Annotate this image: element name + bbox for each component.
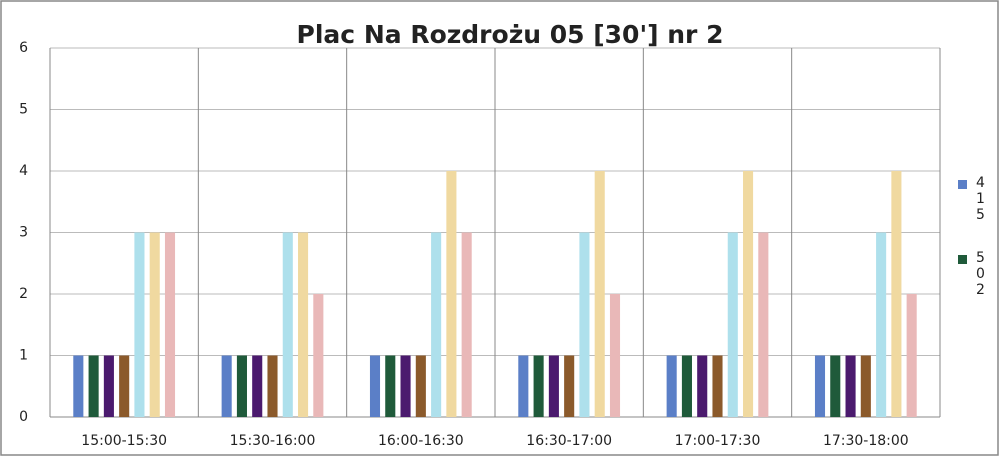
bar bbox=[666, 355, 677, 417]
x-tick-label: 15:00-15:30 bbox=[81, 433, 167, 449]
chart-title: Plac Na Rozdrożu 05 [30'] nr 2 bbox=[297, 20, 724, 49]
bar bbox=[88, 355, 99, 417]
y-tick-label: 4 bbox=[19, 163, 28, 179]
bar bbox=[149, 232, 160, 417]
x-tick-label: 15:30-16:00 bbox=[230, 433, 316, 449]
bar bbox=[727, 232, 738, 417]
bar bbox=[697, 355, 708, 417]
legend-swatch bbox=[958, 180, 967, 189]
x-tick-label: 16:30-17:00 bbox=[526, 433, 612, 449]
bar bbox=[594, 171, 605, 417]
bar bbox=[533, 355, 544, 417]
bar bbox=[518, 355, 529, 417]
bar bbox=[579, 232, 590, 417]
bar bbox=[845, 355, 856, 417]
bar bbox=[891, 171, 902, 417]
bar bbox=[236, 355, 247, 417]
y-tick-label: 6 bbox=[19, 40, 28, 56]
bar bbox=[814, 355, 826, 417]
bar bbox=[298, 232, 309, 417]
bar bbox=[103, 355, 114, 417]
bar bbox=[221, 355, 232, 417]
x-tick-label: 16:00-16:30 bbox=[378, 433, 464, 449]
y-tick-label: 2 bbox=[19, 286, 28, 302]
bar bbox=[876, 232, 887, 417]
bar bbox=[385, 355, 396, 417]
x-tick-label: 17:30-18:00 bbox=[823, 433, 909, 449]
y-tick-label: 0 bbox=[19, 409, 28, 425]
legend-label: 415 bbox=[976, 175, 985, 223]
bar bbox=[609, 294, 621, 417]
y-tick-label: 1 bbox=[19, 348, 28, 364]
bar bbox=[743, 171, 754, 417]
bar bbox=[282, 232, 293, 417]
y-tick-label: 5 bbox=[19, 102, 28, 118]
bar bbox=[164, 232, 176, 417]
bar bbox=[415, 355, 426, 417]
bar bbox=[758, 232, 769, 417]
bar bbox=[400, 355, 411, 417]
bar bbox=[446, 171, 457, 417]
bar bbox=[548, 355, 559, 417]
bar bbox=[313, 294, 324, 417]
bar bbox=[564, 355, 575, 417]
y-tick-label: 3 bbox=[19, 225, 28, 241]
legend-label: 502 bbox=[976, 250, 985, 298]
bar bbox=[73, 355, 84, 417]
bar bbox=[906, 294, 917, 417]
bar bbox=[461, 232, 472, 417]
legend-swatch bbox=[958, 255, 967, 264]
bar bbox=[712, 355, 723, 417]
bar bbox=[267, 355, 278, 417]
bar bbox=[681, 355, 692, 417]
bar bbox=[830, 355, 841, 417]
bar bbox=[860, 355, 871, 417]
bar bbox=[119, 355, 130, 417]
x-tick-label: 17:00-17:30 bbox=[675, 433, 761, 449]
bar bbox=[431, 232, 442, 417]
bar bbox=[134, 232, 145, 417]
bar bbox=[369, 355, 381, 417]
bar bbox=[252, 355, 263, 417]
